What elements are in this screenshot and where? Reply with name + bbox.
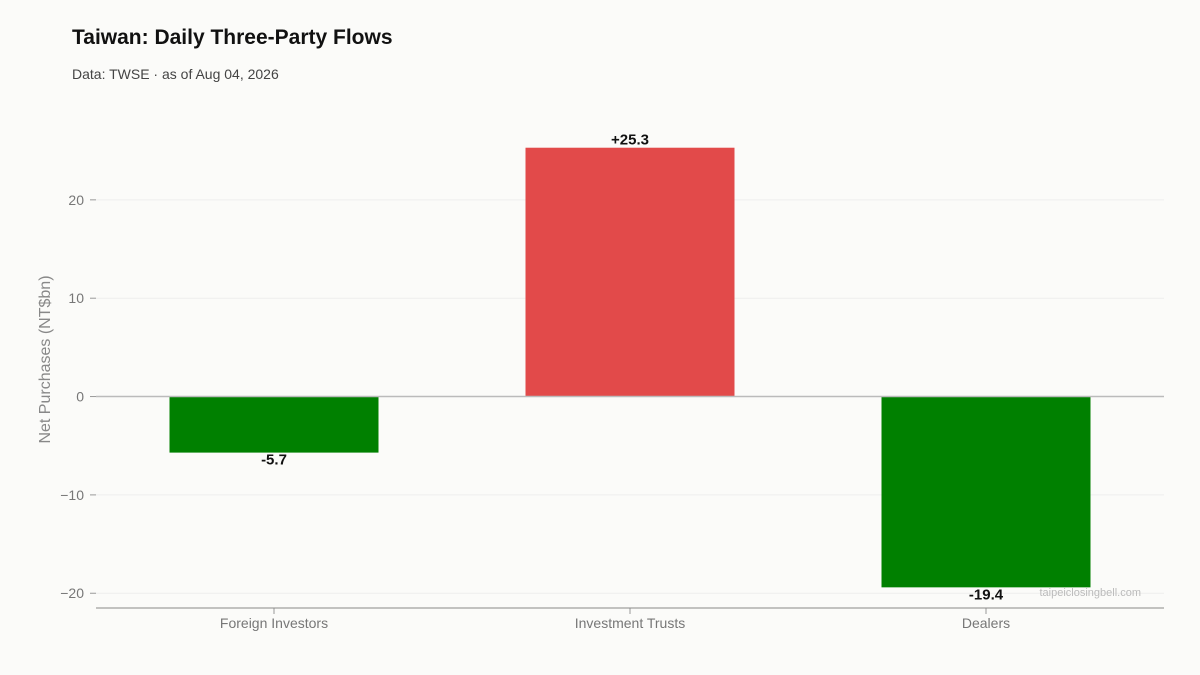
chart-subtitle: Data: TWSE · as of Aug 04, 2026 xyxy=(72,66,279,82)
x-tick-label: Foreign Investors xyxy=(220,615,328,631)
bar-investment-trusts xyxy=(525,147,735,397)
bar-foreign-investors xyxy=(169,396,379,453)
x-tick-label: Investment Trusts xyxy=(575,615,685,631)
data-label: -5.7 xyxy=(261,452,287,469)
bar-dealers xyxy=(881,396,1091,588)
y-axis-label: Net Purchases (NT$bn) xyxy=(37,275,54,443)
y-tick-label: 0 xyxy=(76,389,84,405)
axis-layer: 20 10 0 −10 −20 Net Purchases (NT$bn) Foreign … xyxy=(37,192,1164,631)
bars-layer xyxy=(169,147,1091,588)
watermark: taipeiclosingbell.com xyxy=(1040,587,1142,599)
labels-layer: -5.7 +25.3 -19.4 taipeiclosingbell.com xyxy=(261,132,1141,604)
x-tick-label: Dealers xyxy=(962,615,1010,631)
data-label: +25.3 xyxy=(611,132,649,149)
y-tick-label: 10 xyxy=(68,290,84,306)
y-tick-label: −20 xyxy=(60,585,84,601)
chart-title: Taiwan: Daily Three-Party Flows xyxy=(72,26,393,49)
y-tick-label: −10 xyxy=(60,487,84,503)
y-tick-label: 20 xyxy=(68,192,84,208)
data-label: -19.4 xyxy=(969,586,1004,603)
